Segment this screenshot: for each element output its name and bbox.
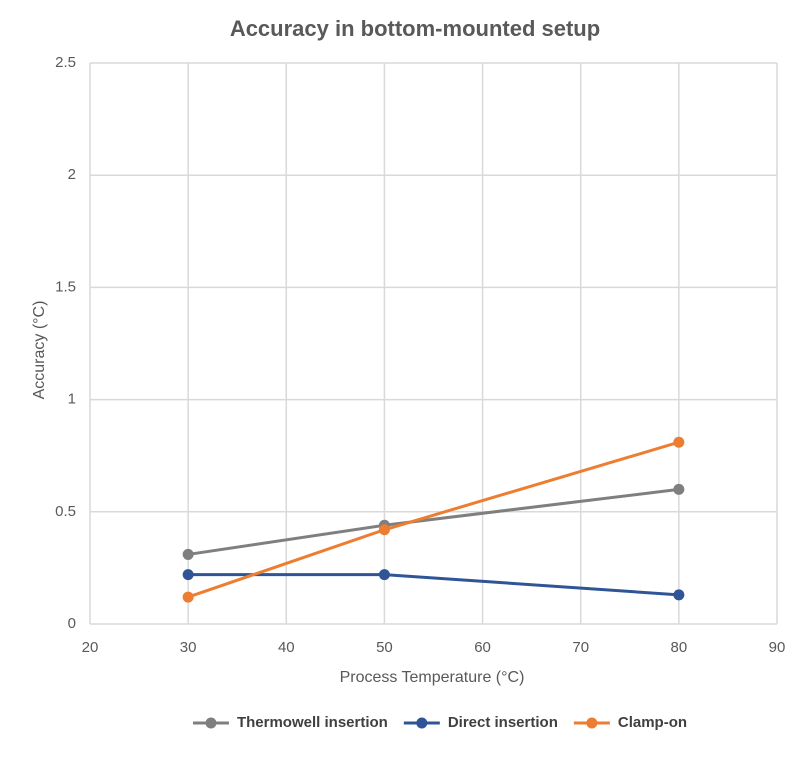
x-tick-label: 30 [180, 639, 197, 656]
legend-label: Thermowell insertion [237, 714, 388, 731]
chart-title: Accuracy in bottom-mounted setup [230, 16, 600, 41]
x-axis-title: Process Temperature (°C) [340, 669, 525, 686]
point [182, 548, 194, 560]
y-tick-label: 1 [68, 391, 76, 408]
point [673, 589, 685, 601]
series-line [187, 487, 680, 556]
y-tick-label: 0.5 [55, 503, 76, 520]
point [182, 569, 194, 581]
point [673, 483, 685, 495]
legend-label: Direct insertion [448, 714, 558, 731]
x-tick-label: 70 [572, 639, 589, 656]
point [673, 436, 685, 448]
x-tick-label: 80 [671, 639, 688, 656]
x-tick-label: 60 [474, 639, 491, 656]
legend-marker [416, 717, 428, 729]
point [378, 569, 390, 581]
x-tick-label: 20 [82, 639, 99, 656]
y-tick-label: 1.5 [55, 278, 76, 295]
legend: Thermowell insertion Direct insertion Clam… [192, 714, 687, 731]
y-tick-label: 2 [68, 166, 76, 183]
x-tick-label: 50 [376, 639, 393, 656]
y-axis-title: Accuracy (°C) [31, 301, 48, 400]
series-line [188, 573, 679, 597]
legend-label: Clamp-on [618, 714, 687, 731]
x-tick-label: 40 [278, 639, 295, 656]
point [378, 524, 390, 536]
y-tick-label: 0 [68, 615, 76, 632]
x-tick-label: 90 [769, 639, 786, 656]
legend-marker [586, 717, 598, 729]
point [182, 591, 194, 603]
y-tick-label: 2.5 [55, 54, 76, 71]
legend-marker [205, 717, 217, 729]
